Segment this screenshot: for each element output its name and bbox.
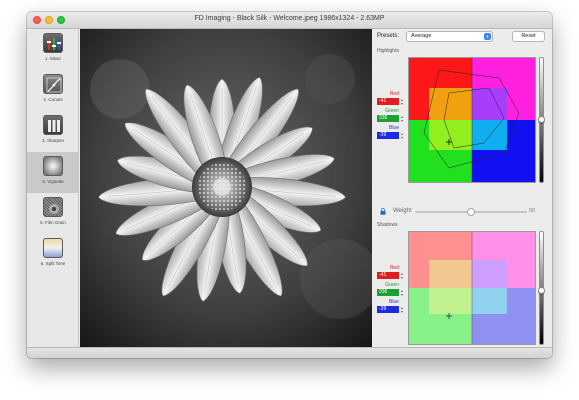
close-window-button[interactable] bbox=[33, 16, 41, 24]
petal-vein bbox=[189, 94, 215, 165]
minimize-window-button[interactable] bbox=[45, 16, 53, 24]
mixer-icon bbox=[43, 33, 63, 53]
sidebar-item-sharpen[interactable]: 3. Sharpen bbox=[27, 111, 79, 152]
app-window: FD Imaging - Black Silk - Welcome.jpeg 1… bbox=[27, 12, 552, 358]
sidebar-item-label: 3. Sharpen bbox=[41, 138, 65, 143]
presets-label: Presets: bbox=[377, 33, 400, 39]
shadows-brightness-knob[interactable] bbox=[538, 287, 545, 294]
highlights-green-label: Green bbox=[385, 108, 399, 114]
sidebar-item-curves[interactable]: 2. Curves bbox=[27, 70, 79, 111]
flower-photo bbox=[80, 29, 372, 347]
presets-dropdown[interactable]: Average ⇕ bbox=[406, 31, 493, 42]
sidebar-item-label: 2. Curves bbox=[43, 97, 63, 102]
shadows-blue-label: Blue bbox=[388, 299, 399, 305]
highlights-red-field[interactable]: -41 bbox=[377, 98, 399, 105]
curves-icon bbox=[43, 74, 63, 94]
image-canvas[interactable] bbox=[80, 29, 372, 347]
status-bar bbox=[27, 347, 552, 358]
highlights-brightness-knob[interactable] bbox=[538, 116, 545, 123]
highlights-label: Highlights bbox=[377, 48, 399, 54]
shadows-blue-stepper[interactable]: ▴ ▾ bbox=[400, 305, 403, 314]
highlights-blue-stepper[interactable]: ▴ ▾ bbox=[400, 131, 403, 140]
dropdown-arrows-icon: ⇕ bbox=[484, 33, 491, 40]
shadows-blue-field[interactable]: -39 bbox=[377, 306, 399, 313]
shadows-green-label: Green bbox=[385, 282, 399, 288]
highlights-green-stepper[interactable]: ▴ ▾ bbox=[400, 114, 403, 123]
sidebar-item-label: 4. Vignette bbox=[42, 179, 64, 184]
sidebar-item-mixer[interactable]: 1. Mixer bbox=[27, 29, 79, 70]
tool-sidebar: 1. Mixer 2. Curves 3. Sharpen bbox=[27, 29, 79, 347]
lock-icon[interactable] bbox=[380, 208, 386, 215]
weight-row: Weight 50 bbox=[373, 207, 552, 219]
sidebar-item-film-grain[interactable]: 5. Film Grain bbox=[27, 193, 79, 234]
shadows-label: Shadows bbox=[377, 222, 398, 228]
highlights-red-label: Red bbox=[389, 91, 399, 97]
highlights-brightness-slider[interactable] bbox=[538, 57, 545, 183]
zoom-window-button[interactable] bbox=[57, 16, 65, 24]
sidebar-item-label: 1. Mixer bbox=[44, 56, 61, 61]
film-grain-icon bbox=[43, 197, 63, 217]
weight-slider[interactable] bbox=[415, 208, 527, 216]
title-bar: FD Imaging - Black Silk - Welcome.jpeg 1… bbox=[27, 12, 552, 29]
shadows-green-field[interactable]: 336 bbox=[377, 289, 399, 296]
shadows-brightness-slider[interactable] bbox=[538, 231, 545, 345]
shadows-red-field[interactable]: -41 bbox=[377, 272, 399, 279]
vignette-icon bbox=[43, 156, 63, 176]
sidebar-item-split-tone[interactable]: 6. Split Tone bbox=[27, 234, 79, 275]
highlights-blue-field[interactable]: -39 bbox=[377, 132, 399, 139]
weight-label: Weight bbox=[393, 208, 412, 214]
highlights-green-field[interactable]: 336 bbox=[377, 115, 399, 122]
window-title: FD Imaging - Black Silk - Welcome.jpeg 1… bbox=[194, 15, 385, 22]
highlights-red-stepper[interactable]: ▴ ▾ bbox=[400, 97, 403, 106]
sidebar-item-label: 5. Film Grain bbox=[40, 220, 66, 225]
weight-value: 50 bbox=[529, 208, 536, 214]
sidebar-item-label: 6. Split Tone bbox=[40, 261, 66, 266]
sidebar-item-vignette[interactable]: 4. Vignette bbox=[27, 152, 79, 193]
reset-button[interactable]: Reset bbox=[512, 31, 545, 42]
highlights-blue-label: Blue bbox=[388, 125, 399, 131]
shadows-red-stepper[interactable]: ▴ ▾ bbox=[400, 271, 403, 280]
shadows-green-stepper[interactable]: ▴ ▾ bbox=[400, 288, 403, 297]
sharpen-icon bbox=[43, 115, 63, 135]
shadows-color-picker[interactable] bbox=[408, 231, 536, 345]
adjustment-panel: Presets: Average ⇕ Reset Highlights Red … bbox=[373, 29, 552, 347]
shadows-red-label: Red bbox=[389, 265, 399, 271]
presets-selected-value: Average bbox=[411, 33, 432, 39]
split-tone-icon bbox=[43, 238, 63, 258]
highlights-color-picker[interactable] bbox=[408, 57, 536, 183]
weight-slider-knob[interactable] bbox=[467, 208, 475, 216]
